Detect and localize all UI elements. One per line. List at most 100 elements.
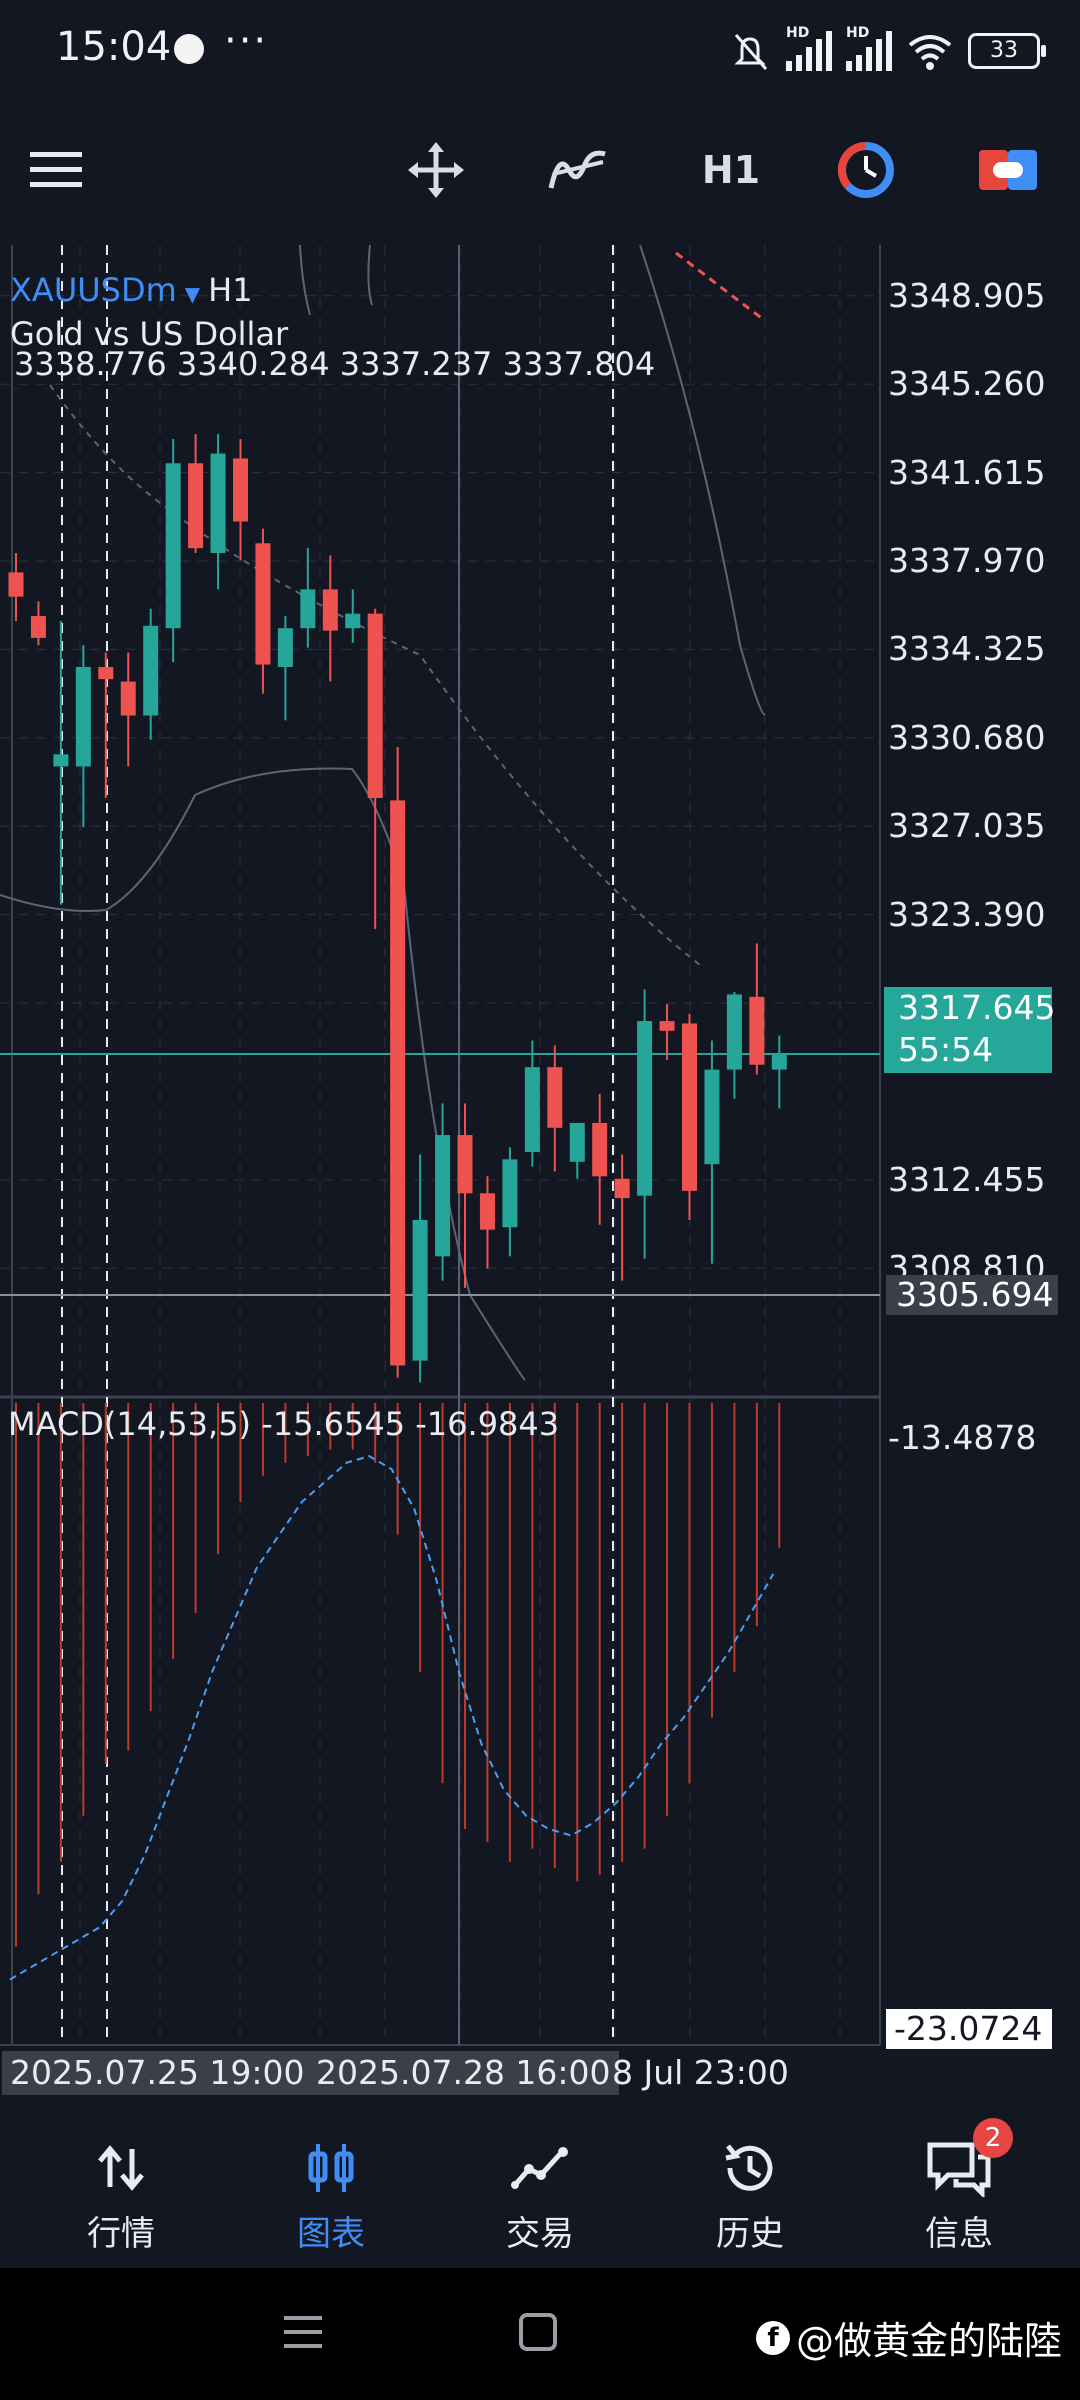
candle-body — [345, 613, 361, 629]
candle-body — [749, 996, 765, 1065]
candle-body — [322, 589, 338, 631]
recents-icon[interactable] — [282, 2312, 324, 2356]
hamburger-icon[interactable] — [28, 140, 84, 200]
macd-signal-line — [9, 1455, 775, 1981]
price-tick-label: 3348.905 — [888, 275, 1046, 315]
candle-body — [637, 1021, 653, 1196]
wifi-icon — [908, 35, 952, 70]
signal-icon-2: HD — [846, 25, 892, 71]
candle-body — [188, 463, 204, 549]
battery-icon: 33 — [968, 33, 1046, 69]
indicators-icon[interactable] — [546, 140, 610, 200]
candle-body — [726, 994, 742, 1070]
candle-body — [277, 628, 293, 667]
clock-icon[interactable] — [834, 140, 898, 200]
hd-label: HD — [786, 25, 810, 41]
nav-trade[interactable]: 交易 — [440, 2108, 640, 2268]
nav-history-label: 历史 — [716, 2214, 784, 2254]
history-icon — [650, 2138, 850, 2198]
watermark-logo-icon: f — [755, 2320, 790, 2355]
status-icons: HD HD 33 — [728, 25, 1046, 74]
price-tick-label: 3341.615 — [888, 452, 1046, 492]
price-tick-label: 3327.035 — [888, 806, 1046, 846]
more-notifications-icon: ··· — [224, 18, 269, 64]
macd-indicator-label[interactable]: MACD(14,53,5) -15.6545 -16.9843 — [8, 1405, 560, 1443]
candle-body — [165, 463, 181, 629]
candle-body — [435, 1135, 451, 1257]
candle-body — [614, 1178, 630, 1199]
symbol-header[interactable]: XAUUSDm ▼ H1 — [10, 271, 253, 309]
indicator-red-dash — [675, 251, 765, 322]
horizontal-gridlines — [0, 295, 880, 1269]
candle-body — [143, 625, 159, 716]
macd-axis-top: -13.4878 — [888, 1418, 1037, 1457]
moving-average-line — [299, 245, 311, 316]
trade-icon — [440, 2138, 640, 2198]
nav-quotes[interactable]: 行情 — [21, 2108, 221, 2268]
candle-body — [412, 1219, 428, 1361]
candle-body — [457, 1135, 473, 1194]
candle-body — [682, 1023, 697, 1191]
nav-messages[interactable]: 2 信息 — [859, 2108, 1059, 2268]
candle-body — [233, 458, 248, 522]
candle-body — [120, 681, 136, 716]
symbol-description: Gold vs US Dollar — [10, 315, 289, 353]
candle-body — [524, 1067, 540, 1153]
nav-trade-label: 交易 — [506, 2214, 574, 2254]
time-label-2: 2025.07.28 16:00 — [308, 2051, 619, 2095]
lower-band-line — [0, 767, 526, 1381]
move-crosshair-icon[interactable] — [404, 140, 468, 200]
price-tick-label: 3330.680 — [888, 717, 1046, 757]
candle-body — [255, 543, 271, 665]
chart-period: H1 — [208, 271, 253, 309]
watermark-text: @做黄金的陆陸 — [795, 2319, 1062, 2363]
watermark: f @做黄金的陆陸 — [755, 2310, 1062, 2365]
chart-toolbar: H1 — [0, 120, 1080, 220]
candle-body — [30, 616, 46, 638]
price-tick-label: 3337.970 — [888, 541, 1046, 580]
time-label-1: 2025.07.25 19:00 — [2, 2051, 313, 2095]
messages-icon — [859, 2138, 1059, 2198]
price-tick-label: 3312.455 — [888, 1159, 1046, 1199]
symbol-dropdown-icon[interactable]: ▼ — [184, 282, 201, 306]
candle-body — [479, 1193, 495, 1230]
hd-label-2: HD — [846, 25, 870, 41]
candle-body — [98, 666, 114, 680]
chart-candles-icon — [231, 2138, 431, 2198]
period-selector[interactable]: H1 — [701, 148, 761, 192]
candle-body — [75, 666, 91, 767]
status-bar: 15:04 ··· HD HD 33 — [0, 0, 1080, 100]
macd-axis-bottom: -23.0724 — [886, 2009, 1052, 2049]
level-price-label[interactable]: 3305.694 — [886, 1275, 1058, 1315]
nav-quotes-label: 行情 — [87, 2214, 155, 2254]
candle-body — [8, 572, 24, 597]
status-time: 15:04 — [56, 24, 172, 70]
candle-body — [367, 613, 383, 798]
unread-badge: 2 — [973, 2118, 1013, 2158]
mute-icon — [734, 34, 768, 70]
candle-body — [704, 1069, 720, 1165]
candle-body — [659, 1021, 675, 1031]
nav-chart[interactable]: 图表 — [231, 2108, 431, 2268]
symbol-name[interactable]: XAUUSDm — [10, 271, 177, 309]
session-separators — [61, 245, 614, 2045]
price-chart-canvas[interactable] — [0, 245, 1080, 2085]
candle-body — [569, 1122, 585, 1162]
candle-body — [547, 1067, 563, 1128]
upper-band-line — [367, 245, 766, 716]
home-square-icon[interactable] — [518, 2312, 558, 2356]
one-click-trading-icon[interactable] — [976, 140, 1040, 200]
candle-body — [53, 754, 69, 767]
candle-body — [210, 453, 226, 554]
candle-body — [771, 1055, 787, 1070]
nav-messages-label: 信息 — [925, 2214, 993, 2254]
ohlc-values: 3338.776 3340.284 3337.237 3337.804 — [14, 345, 656, 383]
price-tick-label: 3345.260 — [888, 364, 1046, 404]
current-price-label: 3317.645 55:54 — [884, 987, 1055, 1073]
candle-body — [592, 1122, 608, 1177]
candle-body — [390, 800, 406, 1366]
nav-history[interactable]: 历史 — [650, 2108, 850, 2268]
avatar-icon — [174, 34, 204, 64]
chart-area[interactable]: XAUUSDm ▼ H1 Gold vs US Dollar 3338.776 33… — [0, 245, 1080, 2095]
signal-icon: HD — [786, 25, 832, 71]
